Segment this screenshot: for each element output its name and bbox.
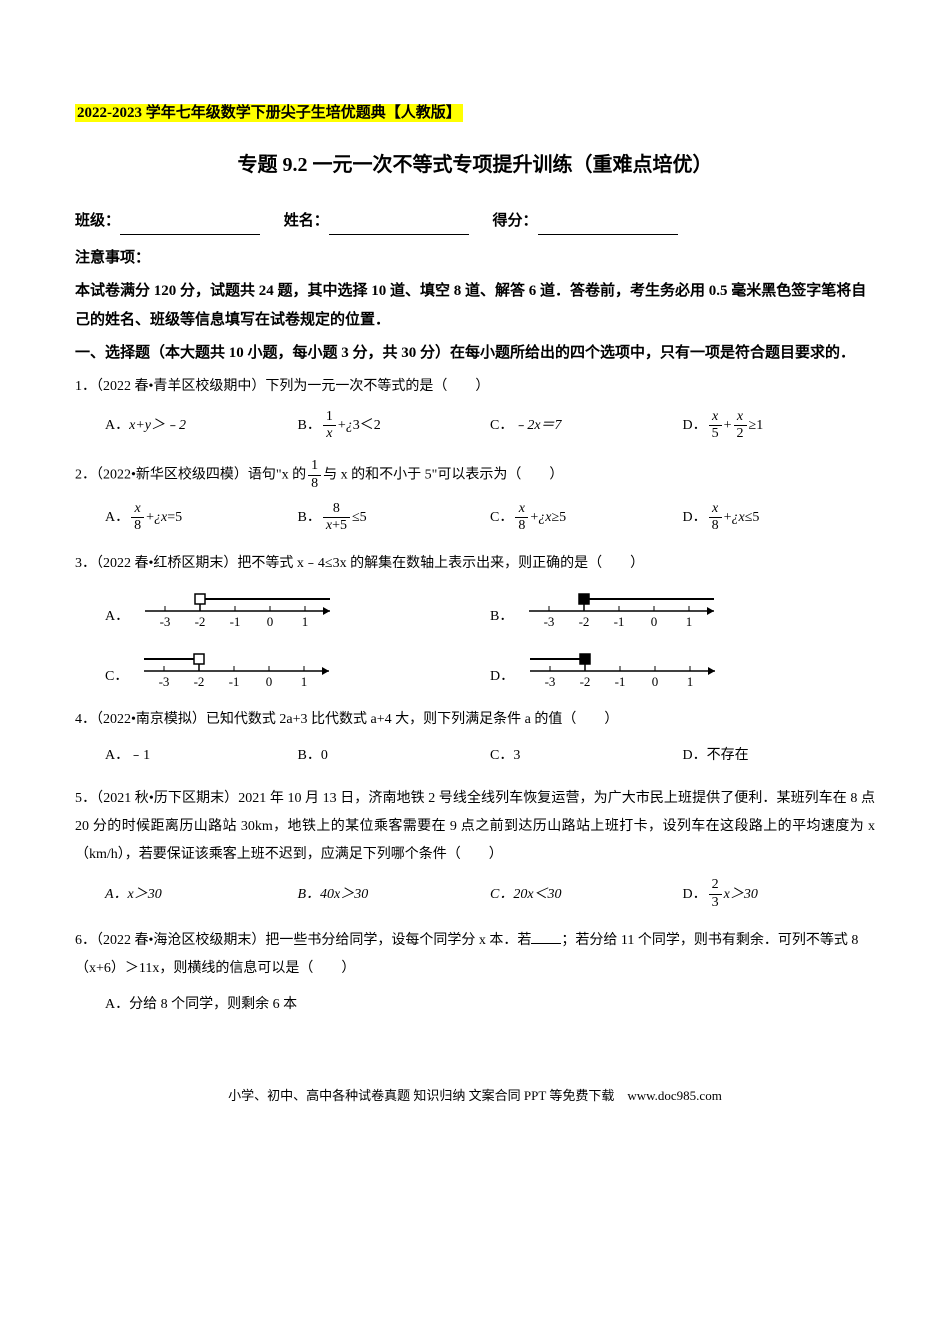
page-header: 2022-2023 学年七年级数学下册尖子生培优题典【人教版】	[75, 100, 875, 127]
form-row: 班级： 姓名： 得分：	[75, 208, 875, 235]
svg-text:-1: -1	[230, 614, 241, 629]
svg-text:-2: -2	[579, 614, 590, 629]
question-2: 2．（2022•新华区校级四模）语句"x 的18与 x 的和不小于 5"可以表示…	[75, 458, 875, 540]
q2-optC: C． x8+¿x≥5	[490, 501, 683, 536]
q3-text: 3．（2022 春•红桥区期末）把不等式 x﹣4≤3x 的解集在数轴上表示出来，…	[75, 550, 875, 578]
svg-text:-1: -1	[615, 674, 626, 689]
svg-text:-1: -1	[614, 614, 625, 629]
q1-text: 1．（2022 春•青羊区校级期中）下列为一元一次不等式的是（ ）	[75, 373, 875, 401]
svg-text:1: 1	[687, 674, 694, 689]
q3-optB: B． -3 -2 -1 0 1	[490, 586, 875, 631]
page-footer: 小学、初中、高中各种试卷真题 知识归纳 文案合同 PPT 等免费下载 www.d…	[75, 1084, 875, 1107]
svg-text:1: 1	[301, 674, 308, 689]
q4-optD: D．不存在	[683, 742, 876, 770]
q4-text: 4．（2022•南京模拟）已知代数式 2a+3 比代数式 a+4 大，则下列满足…	[75, 706, 875, 734]
notice-label: 注意事项：	[75, 245, 875, 272]
q6-text: 6．（2022 春•海沧区校级期末）把一些书分给同学，设每个同学分 x 本．若；…	[75, 927, 875, 983]
q3-optC: C． -3 -2 -1 0 1	[105, 646, 490, 691]
svg-text:-3: -3	[160, 614, 171, 629]
svg-text:-2: -2	[194, 674, 205, 689]
q4-optC: C．3	[490, 742, 683, 770]
header-text: 2022-2023 学年七年级数学下册尖子生培优题典【人教版】	[75, 104, 463, 122]
svg-text:1: 1	[686, 614, 693, 629]
svg-text:0: 0	[266, 674, 273, 689]
class-blank	[120, 217, 260, 235]
section-header: 一、选择题（本大题共 10 小题，每小题 3 分，共 30 分）在每小题所给出的…	[75, 339, 875, 368]
q3-row2: C． -3 -2 -1 0 1 D．	[75, 646, 875, 691]
question-5: 5．（2021 秋•历下区期末）2021 年 10 月 13 日，济南地铁 2 …	[75, 785, 875, 917]
q6-options: A．分给 8 个同学，则剩余 6 本	[75, 991, 875, 1024]
question-3: 3．（2022 春•红桥区期末）把不等式 x﹣4≤3x 的解集在数轴上表示出来，…	[75, 550, 875, 691]
q5-options: A．x＞30 B．40x＞30 C．20x＜30 D． 23x＞30	[75, 877, 875, 917]
svg-text:-1: -1	[229, 674, 240, 689]
svg-text:0: 0	[267, 614, 274, 629]
q4-optA: A．﹣1	[105, 742, 298, 770]
svg-text:1: 1	[302, 614, 309, 629]
q5-optC: C．20x＜30	[490, 877, 683, 912]
number-line-A: -3 -2 -1 0 1	[135, 586, 345, 631]
question-1: 1．（2022 春•青羊区校级期中）下列为一元一次不等式的是（ ） A．x+y＞…	[75, 373, 875, 449]
q4-options: A．﹣1 B．0 C．3 D．不存在	[75, 742, 875, 775]
q4-optB: B．0	[298, 742, 491, 770]
class-label: 班级：	[75, 213, 120, 229]
svg-text:-2: -2	[580, 674, 591, 689]
svg-text:-3: -3	[544, 614, 555, 629]
q1-optB: B． 1x+¿3＜2	[298, 409, 491, 444]
q3-optD: D． -3 -2 -1 0 1	[490, 646, 875, 691]
svg-text:-3: -3	[545, 674, 556, 689]
number-line-C: -3 -2 -1 0 1	[134, 646, 344, 691]
name-label: 姓名：	[284, 213, 329, 229]
q3-optA: A． -3 -2 -1 0 1	[105, 586, 490, 631]
question-6: 6．（2022 春•海沧区校级期末）把一些书分给同学，设每个同学分 x 本．若；…	[75, 927, 875, 1024]
name-blank	[329, 217, 469, 235]
notice-text: 本试卷满分 120 分，试题共 24 题，其中选择 10 道、填空 8 道、解答…	[75, 277, 875, 334]
q5-optB: B．40x＞30	[298, 877, 491, 912]
q1-options: A．x+y＞﹣2 B． 1x+¿3＜2 C．﹣2x＝7 D． x5+x2≥1	[75, 409, 875, 449]
q5-optA: A．x＞30	[105, 877, 298, 912]
svg-text:0: 0	[652, 674, 659, 689]
q2-options: A． x8+¿x=5 B． 8x+5≤5 C． x8+¿x≥5 D． x8+¿x…	[75, 501, 875, 541]
q1-optC: C．﹣2x＝7	[490, 409, 683, 444]
score-blank	[538, 217, 678, 235]
q2-optD: D． x8+¿x≤5	[683, 501, 876, 536]
q6-blank	[531, 930, 561, 944]
svg-text:0: 0	[651, 614, 658, 629]
q5-optD: D． 23x＞30	[683, 877, 876, 912]
q1-optA: A．x+y＞﹣2	[105, 409, 298, 444]
document-title: 专题 9.2 一元一次不等式专项提升训练（重难点培优）	[75, 147, 875, 183]
svg-text:-3: -3	[159, 674, 170, 689]
q5-text: 5．（2021 秋•历下区期末）2021 年 10 月 13 日，济南地铁 2 …	[75, 785, 875, 869]
score-label: 得分：	[493, 213, 538, 229]
question-4: 4．（2022•南京模拟）已知代数式 2a+3 比代数式 a+4 大，则下列满足…	[75, 706, 875, 775]
svg-text:-2: -2	[195, 614, 206, 629]
number-line-D: -3 -2 -1 0 1	[520, 646, 730, 691]
q2-text: 2．（2022•新华区校级四模）语句"x 的18与 x 的和不小于 5"可以表示…	[75, 458, 875, 493]
q6-optA: A．分给 8 个同学，则剩余 6 本	[105, 991, 875, 1019]
q3-row1: A． -3 -2 -1 0 1 B．	[75, 586, 875, 631]
number-line-B: -3 -2 -1 0 1	[519, 586, 729, 631]
q1-optD: D． x5+x2≥1	[683, 409, 876, 444]
q2-optB: B． 8x+5≤5	[298, 501, 491, 536]
q2-optA: A． x8+¿x=5	[105, 501, 298, 536]
